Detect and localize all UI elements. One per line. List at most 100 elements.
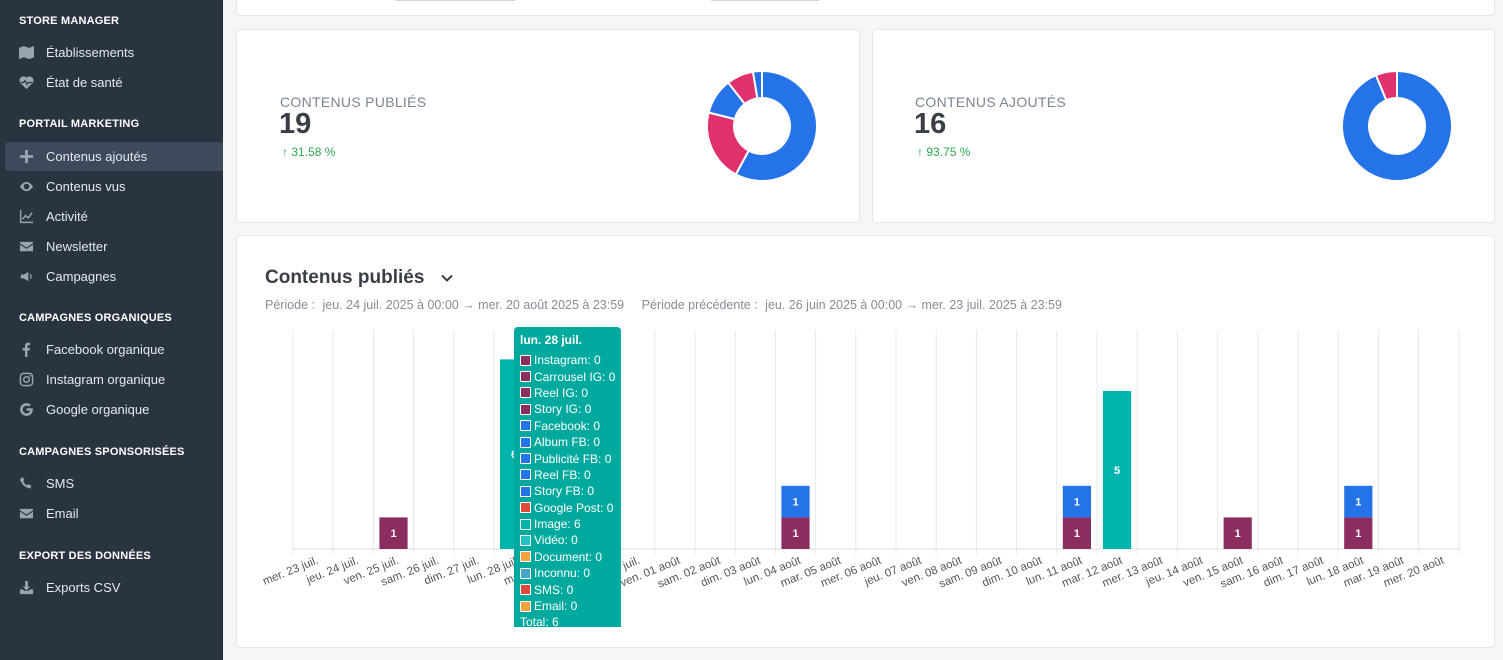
sidebar-item-email[interactable]: Email — [5, 499, 223, 528]
bar-segment[interactable] — [1223, 517, 1252, 549]
legend-swatch — [520, 469, 531, 481]
sidebar-item-campagnes[interactable]: Campagnes — [5, 262, 223, 291]
sidebar-item-label: Contenus ajoutés — [46, 149, 148, 164]
sidebar-item-newsletter[interactable]: Newsletter — [5, 232, 223, 261]
bar-segment[interactable] — [379, 517, 408, 549]
tooltip-row: Inconnu: 0 — [520, 565, 621, 581]
tooltip-row-label: Image: 6 — [534, 517, 581, 532]
tooltip-row-label: Story FB: 0 — [534, 484, 595, 499]
bar-segment[interactable] — [781, 517, 810, 549]
tooltip-row: Carrousel IG: 0 — [520, 368, 621, 384]
legend-swatch — [520, 387, 531, 399]
sidebar-item-etat-de-sante[interactable]: État de santé — [5, 68, 223, 97]
sidebar-item-label: État de santé — [46, 75, 123, 90]
chevron-down-icon — [441, 274, 454, 282]
megaphone-icon — [18, 269, 34, 285]
tooltip-row-label: Inconnu: 0 — [534, 566, 591, 581]
tooltip-row-label: Google Post: 0 — [534, 500, 614, 515]
bar-value-label: 1 — [792, 497, 798, 509]
envelope-icon — [18, 506, 34, 522]
legend-swatch — [520, 420, 531, 432]
kpi-card-published: CONTENUS PUBLIÉS 19 ↑ 31.58 % — [236, 29, 860, 223]
tooltip-row-label: Document: 0 — [534, 549, 603, 564]
sidebar-item-label: Exports CSV — [46, 580, 121, 595]
kpi-delta: ↑ 31.58 % — [282, 145, 336, 159]
sidebar-item-contenus-ajoutes[interactable]: Contenus ajoutés — [5, 142, 223, 171]
tooltip-row: Email: 0 — [520, 598, 621, 614]
tooltip-row-label: Story IG: 0 — [534, 402, 592, 417]
map-icon — [18, 45, 34, 61]
sidebar-item-label: Instagram organique — [46, 372, 166, 387]
plus-icon — [18, 149, 34, 165]
filter-select[interactable] — [393, 0, 517, 1]
chart-tooltip: lun. 28 juil. Instagram: 0 Carrousel IG: … — [514, 327, 621, 627]
section-title-campagnes-sponsorisees: CAMPAGNES SPONSORISÉES — [19, 446, 185, 458]
tooltip-row-label: Facebook: 0 — [534, 418, 601, 433]
donut-slice[interactable] — [734, 70, 818, 182]
sidebar-item-label: Campagnes — [46, 269, 117, 284]
sidebar-item-activite[interactable]: Activité — [5, 202, 223, 231]
kpi-label: CONTENUS AJOUTÉS — [915, 94, 1067, 110]
chart-card: Contenus publiés Période : jeu. 24 juil.… — [236, 235, 1495, 648]
sidebar-item-instagram-organique[interactable]: Instagram organique — [5, 365, 223, 394]
chart-title: Contenus publiés — [265, 267, 425, 288]
period-info: Période : jeu. 24 juil. 2025 à 00:00 → m… — [265, 298, 1066, 312]
tooltip-row: Facebook: 0 — [520, 418, 621, 434]
tooltip-row-label: Instagram: 0 — [534, 353, 601, 368]
tooltip-row: Vidéo: 0 — [520, 532, 621, 548]
sidebar-item-exports-csv[interactable]: Exports CSV — [5, 573, 223, 602]
filters-card — [236, 0, 1495, 16]
kpi-value: 16 — [914, 108, 947, 140]
tooltip-row-label: SMS: 0 — [534, 582, 574, 597]
bar-value-label: 1 — [1355, 528, 1361, 540]
bar-value-label: 1 — [1074, 497, 1080, 509]
tooltip-row: SMS: 0 — [520, 581, 621, 597]
tooltip-row: Story FB: 0 — [520, 483, 621, 499]
chart-title-dropdown[interactable]: Contenus publiés — [265, 267, 454, 289]
kpi-card-added: CONTENUS AJOUTÉS 16 ↑ 93.75 % — [872, 29, 1495, 223]
legend-swatch — [520, 518, 531, 530]
tooltip-row-label: Vidéo: 0 — [534, 533, 578, 548]
donut-slice[interactable] — [1374, 70, 1398, 102]
facebook-icon — [18, 342, 34, 358]
instagram-icon — [18, 372, 34, 388]
bar-segment[interactable] — [1103, 391, 1132, 549]
legend-swatch — [520, 551, 531, 563]
kpi-label: CONTENUS PUBLIÉS — [280, 94, 427, 110]
donut-slice[interactable] — [1341, 70, 1453, 182]
legend-swatch — [520, 502, 531, 514]
filter-select[interactable] — [709, 0, 821, 1]
legend-swatch — [520, 534, 531, 546]
sidebar-item-google-organique[interactable]: Google organique — [5, 395, 223, 424]
bar-value-label: 1 — [1355, 497, 1361, 509]
bar-segment[interactable] — [1344, 485, 1373, 518]
kpi-value: 19 — [279, 108, 312, 140]
sidebar-item-sms[interactable]: SMS — [5, 469, 223, 498]
tooltip-title: lun. 28 juil. — [520, 333, 583, 347]
sidebar: STORE MANAGER Établissements État de san… — [0, 0, 223, 660]
sidebar-item-label: Facebook organique — [46, 342, 165, 357]
sidebar-item-etablissements[interactable]: Établissements — [5, 38, 223, 67]
tooltip-row: Reel FB: 0 — [520, 467, 621, 483]
sidebar-item-contenus-vus[interactable]: Contenus vus — [5, 172, 223, 201]
legend-swatch — [520, 403, 531, 415]
eye-icon — [18, 179, 34, 195]
kpi-delta: ↑ 93.75 % — [917, 145, 971, 159]
bar-value-label: 1 — [792, 528, 798, 540]
sidebar-item-facebook-organique[interactable]: Facebook organique — [5, 335, 223, 364]
bar-segment[interactable] — [1344, 517, 1373, 549]
tooltip-row-label: Email: 0 — [534, 599, 578, 614]
tooltip-row: Instagram: 0 — [520, 352, 621, 368]
donut-slice[interactable] — [751, 70, 763, 100]
section-title-portail-marketing: PORTAIL MARKETING — [19, 118, 140, 130]
bar-segment[interactable] — [1062, 517, 1091, 549]
bar-segment[interactable] — [781, 485, 810, 518]
google-icon — [18, 402, 34, 418]
bar-segment[interactable] — [1062, 485, 1091, 518]
tooltip-row: Publicité FB: 0 — [520, 450, 621, 466]
legend-swatch — [520, 354, 531, 366]
envelope-icon — [18, 239, 34, 255]
legend-swatch — [520, 584, 531, 596]
heartbeat-icon — [18, 75, 34, 91]
